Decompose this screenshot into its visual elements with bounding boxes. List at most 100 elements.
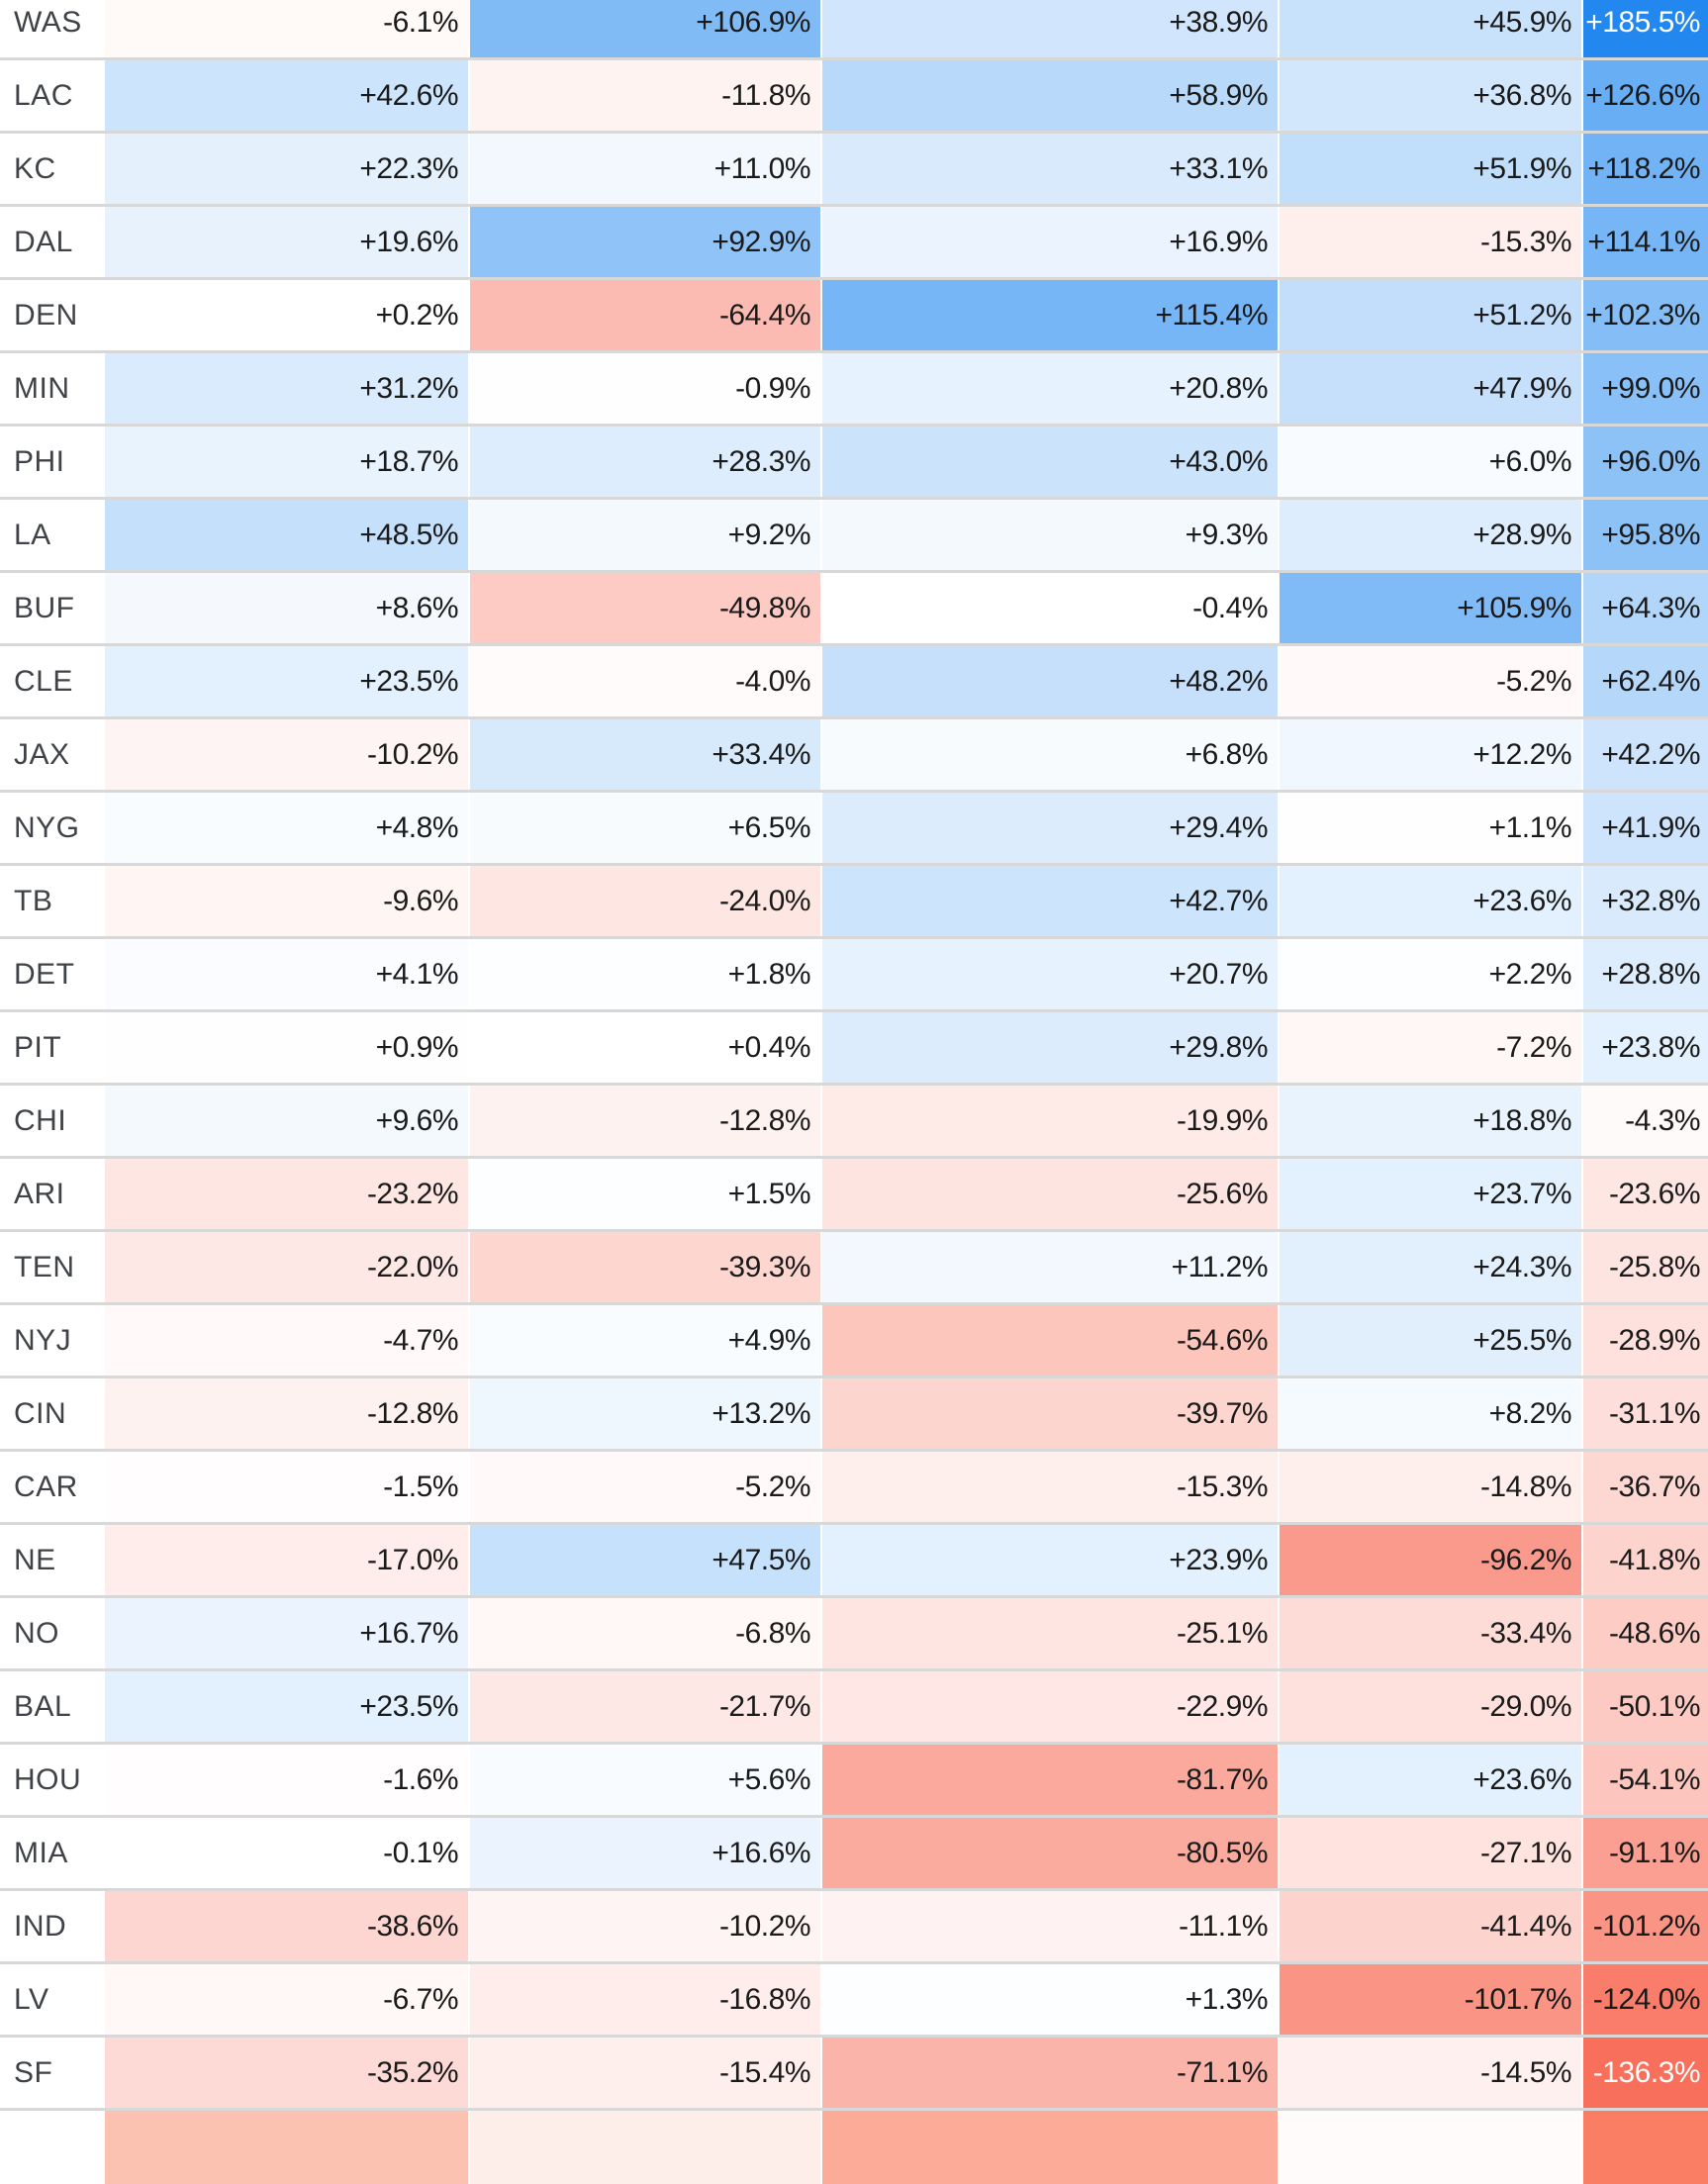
value-cell-5: -48.6% bbox=[1581, 1598, 1708, 1668]
value-cell-4: -27.1% bbox=[1278, 1818, 1581, 1888]
table-row: ARI -23.2% +1.5% -25.6% +23.7% -23.6% bbox=[0, 1159, 1708, 1232]
value-cell-5: -101.2% bbox=[1581, 1891, 1708, 1961]
table-row: NE -17.0% +47.5% +23.9% -96.2% -41.8% bbox=[0, 1525, 1708, 1598]
value-cell-4: -14.5% bbox=[1278, 2038, 1581, 2108]
value-cell-4: +47.9% bbox=[1278, 353, 1581, 424]
value-cell-1: +23.5% bbox=[105, 1671, 468, 1742]
table-row: TEN -22.0% -39.3% +11.2% +24.3% -25.8% bbox=[0, 1232, 1708, 1305]
value-cell-5: -91.1% bbox=[1581, 1818, 1708, 1888]
table-row: IND -38.6% -10.2% -11.1% -41.4% -101.2% bbox=[0, 1891, 1708, 1964]
value-cell-5: -31.1% bbox=[1581, 1378, 1708, 1449]
team-label: TEN bbox=[0, 1232, 105, 1302]
value-cell-2: -64.4% bbox=[468, 280, 820, 350]
value-cell-1: -6.7% bbox=[105, 1964, 468, 2035]
team-label: LV bbox=[0, 1964, 105, 2035]
value-cell-5: +99.0% bbox=[1581, 353, 1708, 424]
value-cell-3: -71.1% bbox=[820, 2038, 1278, 2108]
value-cell-3: -19.9% bbox=[820, 1086, 1278, 1156]
value-cell-4: +1.1% bbox=[1278, 793, 1581, 863]
team-label: JAX bbox=[0, 719, 105, 790]
value-cell-3: +43.0% bbox=[820, 427, 1278, 497]
value-cell-2: +5.6% bbox=[468, 1745, 820, 1815]
value-cell-5: +96.0% bbox=[1581, 427, 1708, 497]
value-cell-4: -33.4% bbox=[1278, 1598, 1581, 1668]
value-cell-2: -21.7% bbox=[468, 1671, 820, 1742]
value-cell-2: -16.8% bbox=[468, 1964, 820, 2035]
value-cell-2: +92.9% bbox=[468, 207, 820, 277]
value-cell-2: +4.9% bbox=[468, 1305, 820, 1376]
team-label: CIN bbox=[0, 1378, 105, 1449]
value-cell-2: -4.0% bbox=[468, 646, 820, 716]
table-row: DET +4.1% +1.8% +20.7% +2.2% +28.8% bbox=[0, 939, 1708, 1012]
value-cell-3: -80.5% bbox=[820, 1818, 1278, 1888]
value-cell-3: +20.8% bbox=[820, 353, 1278, 424]
value-cell-3: +48.2% bbox=[820, 646, 1278, 716]
value-cell-3: +23.9% bbox=[820, 1525, 1278, 1595]
value-cell-1: +16.7% bbox=[105, 1598, 468, 1668]
team-label: PHI bbox=[0, 427, 105, 497]
value-cell-5: -124.0% bbox=[1581, 1964, 1708, 2035]
table-row: CIN -12.8% +13.2% -39.7% +8.2% -31.1% bbox=[0, 1378, 1708, 1452]
team-label: NYG bbox=[0, 793, 105, 863]
value-cell-3: -15.3% bbox=[820, 1452, 1278, 1522]
value-cell-1: +8.6% bbox=[105, 573, 468, 643]
value-cell-1: -35.2% bbox=[105, 2038, 468, 2108]
table-row: NYJ -4.7% +4.9% -54.6% +25.5% -28.9% bbox=[0, 1305, 1708, 1378]
team-label: DAL bbox=[0, 207, 105, 277]
value-cell-3: +9.3% bbox=[820, 500, 1278, 570]
table-row: KC +22.3% +11.0% +33.1% +51.9% +118.2% bbox=[0, 134, 1708, 207]
value-cell-5: -4.3% bbox=[1581, 1086, 1708, 1156]
value-cell-5: +23.8% bbox=[1581, 1012, 1708, 1083]
value-cell-4: -96.2% bbox=[1278, 1525, 1581, 1595]
team-label: NYJ bbox=[0, 1305, 105, 1376]
table-row: SF -35.2% -15.4% -71.1% -14.5% -136.3% bbox=[0, 2038, 1708, 2111]
team-label: MIA bbox=[0, 1818, 105, 1888]
value-cell-1: +4.8% bbox=[105, 793, 468, 863]
value-cell-4: +28.9% bbox=[1278, 500, 1581, 570]
team-label: PIT bbox=[0, 1012, 105, 1083]
value-cell-2: +33.4% bbox=[468, 719, 820, 790]
value-cell-4: +45.9% bbox=[1278, 0, 1581, 57]
value-cell-2: -15.4% bbox=[468, 2038, 820, 2108]
team-label: TB bbox=[0, 866, 105, 936]
value-cell-1: +23.5% bbox=[105, 646, 468, 716]
value-cell-2: -0.9% bbox=[468, 353, 820, 424]
table-row: CAR -1.5% -5.2% -15.3% -14.8% -36.7% bbox=[0, 1452, 1708, 1525]
team-label: LA bbox=[0, 500, 105, 570]
value-cell-4: +23.7% bbox=[1278, 1159, 1581, 1229]
value-cell-2: -11.8% bbox=[468, 60, 820, 131]
value-cell-2: +6.5% bbox=[468, 793, 820, 863]
value-cell-5: +126.6% bbox=[1581, 60, 1708, 131]
value-cell-5: +62.4% bbox=[1581, 646, 1708, 716]
value-cell-5 bbox=[1581, 2111, 1708, 2184]
value-cell-5: -50.1% bbox=[1581, 1671, 1708, 1742]
table-row: CLE +23.5% -4.0% +48.2% -5.2% +62.4% bbox=[0, 646, 1708, 719]
team-label: BAL bbox=[0, 1671, 105, 1742]
table-row: LAC +42.6% -11.8% +58.9% +36.8% +126.6% bbox=[0, 60, 1708, 134]
value-cell-1: +19.6% bbox=[105, 207, 468, 277]
value-cell-2: +13.2% bbox=[468, 1378, 820, 1449]
value-cell-1: -17.0% bbox=[105, 1525, 468, 1595]
value-cell-2: -10.2% bbox=[468, 1891, 820, 1961]
team-label: KC bbox=[0, 134, 105, 204]
value-cell-3: +33.1% bbox=[820, 134, 1278, 204]
table-row: HOU -1.6% +5.6% -81.7% +23.6% -54.1% bbox=[0, 1745, 1708, 1818]
value-cell-3: +11.2% bbox=[820, 1232, 1278, 1302]
value-cell-1: -23.2% bbox=[105, 1159, 468, 1229]
value-cell-3 bbox=[820, 2111, 1278, 2184]
value-cell-2: +11.0% bbox=[468, 134, 820, 204]
team-label: MIN bbox=[0, 353, 105, 424]
value-cell-3: +58.9% bbox=[820, 60, 1278, 131]
value-cell-2: +1.8% bbox=[468, 939, 820, 1009]
value-cell-1: -6.1% bbox=[105, 0, 468, 57]
value-cell-2: -24.0% bbox=[468, 866, 820, 936]
value-cell-5: +32.8% bbox=[1581, 866, 1708, 936]
value-cell-4: +23.6% bbox=[1278, 1745, 1581, 1815]
value-cell-4: +23.6% bbox=[1278, 866, 1581, 936]
value-cell-1: +48.5% bbox=[105, 500, 468, 570]
value-cell-4: -7.2% bbox=[1278, 1012, 1581, 1083]
value-cell-3: +16.9% bbox=[820, 207, 1278, 277]
table-row: DAL +19.6% +92.9% +16.9% -15.3% +114.1% bbox=[0, 207, 1708, 280]
value-cell-3: +29.8% bbox=[820, 1012, 1278, 1083]
table-row: BUF +8.6% -49.8% -0.4% +105.9% +64.3% bbox=[0, 573, 1708, 646]
